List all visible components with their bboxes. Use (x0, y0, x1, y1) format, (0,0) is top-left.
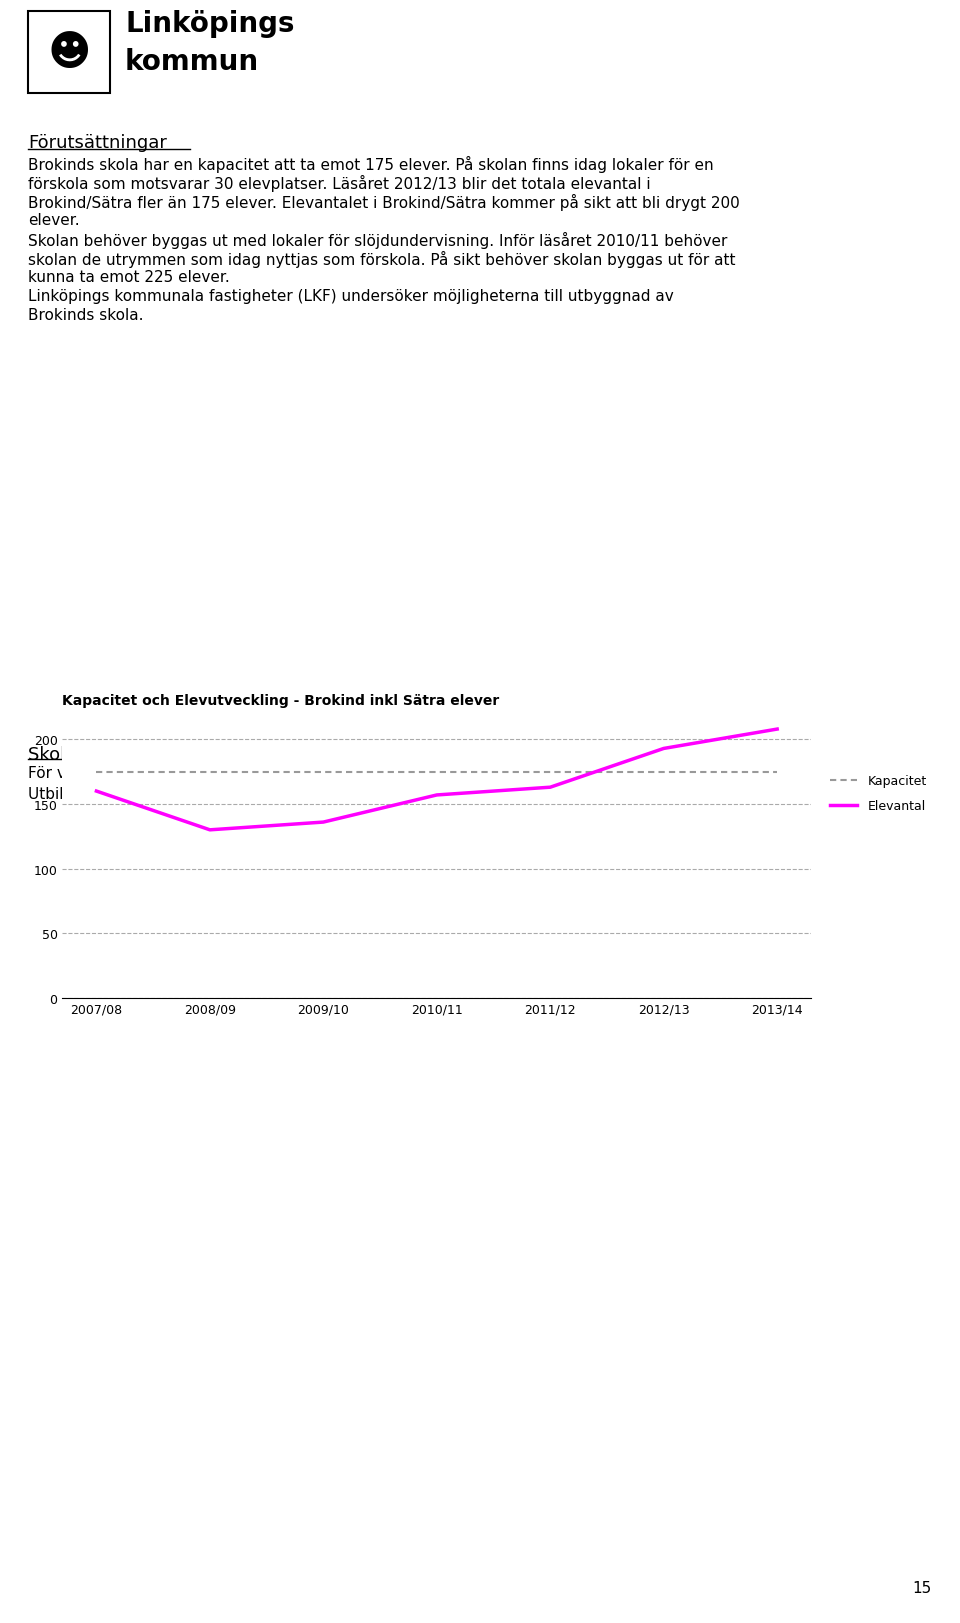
Kapacitet (431, 763, 443, 782)
Kapacitet (90, 763, 102, 782)
Kapacitet (658, 763, 669, 782)
Text: kommun: kommun (125, 49, 259, 76)
Line: Elevantal: Elevantal (96, 730, 778, 831)
Text: Förutsättningar: Förutsättningar (28, 135, 167, 153)
Elevantal (90, 782, 102, 802)
Legend: Kapacitet, Elevantal: Kapacitet, Elevantal (825, 769, 932, 818)
Elevantal (431, 786, 443, 805)
Elevantal (544, 777, 556, 797)
Text: Brokinds skola har en kapacitet att ta emot 175 elever. På skolan finns idag lok: Brokinds skola har en kapacitet att ta e… (28, 156, 713, 174)
Elevantal (772, 721, 783, 740)
FancyBboxPatch shape (28, 11, 110, 94)
Text: Kapacitet och Elevutveckling - Brokind inkl Sätra elever: Kapacitet och Elevutveckling - Brokind i… (62, 693, 499, 708)
Text: elever.: elever. (28, 213, 80, 227)
Kapacitet (204, 763, 216, 782)
Text: Linköpings kommunala fastigheter (LKF) undersöker möjligheterna till utbyggnad a: Linköpings kommunala fastigheter (LKF) u… (28, 289, 674, 304)
Kapacitet (772, 763, 783, 782)
Elevantal (204, 821, 216, 841)
Text: Brokinds skola.: Brokinds skola. (28, 308, 143, 323)
Elevantal (658, 738, 669, 758)
Text: Brokind/Sätra fler än 175 elever. Elevantalet i Brokind/Sätra kommer på sikt att: Brokind/Sätra fler än 175 elever. Elevan… (28, 193, 740, 211)
Text: Skolområdesgräns mot Vist: Skolområdesgräns mot Vist (28, 743, 276, 763)
Text: Skolan behöver byggas ut med lokaler för slöjdundervisning. Inför läsåret 2010/1: Skolan behöver byggas ut med lokaler för… (28, 232, 728, 248)
Text: kunna ta emot 225 elever.: kunna ta emot 225 elever. (28, 269, 229, 284)
Text: skolan de utrymmen som idag nyttjas som förskola. På sikt behöver skolan byggas : skolan de utrymmen som idag nyttjas som … (28, 252, 735, 268)
Text: Utbildningskontoret kommer att föreslå nämnden att justera Vist skolområde söder: Utbildningskontoret kommer att föreslå n… (28, 784, 687, 802)
Text: Linköpings: Linköpings (125, 10, 295, 37)
Kapacitet (544, 763, 556, 782)
Text: ☻: ☻ (47, 32, 90, 75)
Kapacitet (318, 763, 329, 782)
Elevantal (318, 813, 329, 833)
Text: förskola som motsvarar 30 elevplatser. Läsåret 2012/13 blir det totala elevantal: förskola som motsvarar 30 elevplatser. L… (28, 175, 651, 192)
Text: För vissa elever boende kring Bjärka Säby kan det bli naturligare att tillhöra V: För vissa elever boende kring Bjärka Säb… (28, 766, 692, 781)
Text: 15: 15 (913, 1581, 932, 1595)
